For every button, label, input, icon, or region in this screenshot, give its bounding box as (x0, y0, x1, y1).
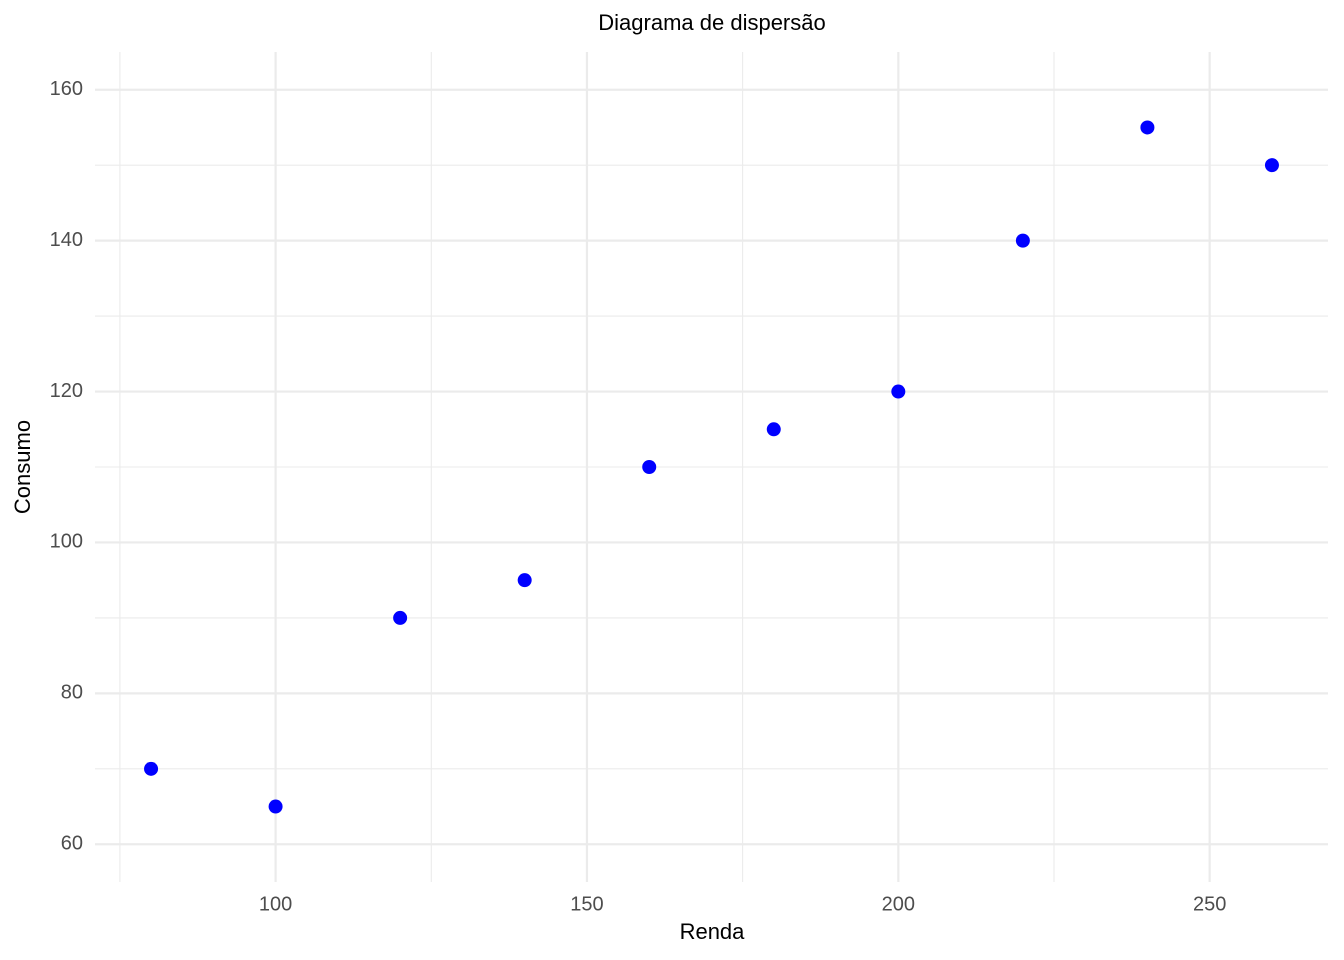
x-tick-label: 150 (570, 893, 603, 915)
y-tick-label: 60 (61, 833, 83, 855)
point (268, 799, 283, 814)
y-axis-title: Consumo (10, 420, 35, 514)
y-tick-label: 80 (61, 682, 83, 704)
point (517, 573, 532, 588)
y-tick-label: 140 (50, 229, 83, 251)
y-tick-label: 160 (50, 78, 83, 100)
point (1264, 158, 1279, 173)
point (393, 610, 408, 625)
point (766, 422, 781, 437)
x-tick-label: 200 (882, 893, 915, 915)
x-tick-label: 250 (1193, 893, 1226, 915)
x-tick-label: 100 (259, 893, 292, 915)
x-axis-title: Renda (680, 919, 746, 944)
point (891, 384, 906, 399)
y-tick-label: 100 (50, 531, 83, 553)
point (1140, 120, 1155, 135)
y-tick-label: 120 (50, 380, 83, 402)
point (642, 460, 657, 474)
point (1015, 233, 1030, 248)
chart-title: Diagrama de dispersão (598, 10, 825, 35)
point (144, 761, 159, 776)
